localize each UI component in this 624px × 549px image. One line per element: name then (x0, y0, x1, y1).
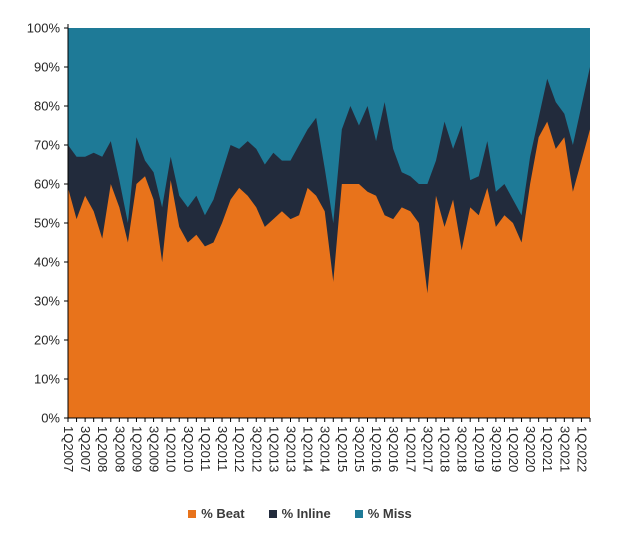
x-tick-label: 3Q2016 (386, 426, 401, 472)
x-tick-label: 1Q2018 (438, 426, 453, 472)
legend-label-inline: % Inline (281, 506, 331, 521)
legend-label-beat: % Beat (201, 506, 245, 521)
legend-item-miss: % Miss (354, 506, 412, 521)
y-tick-label: 30% (34, 294, 60, 309)
x-tick-label: 3Q2009 (147, 426, 162, 472)
x-tick-label: 3Q2018 (455, 426, 470, 472)
x-tick-label: 3Q2007 (78, 426, 93, 472)
x-tick-label: 1Q2022 (574, 426, 589, 472)
x-tick-label: 1Q2013 (266, 426, 281, 472)
y-tick-label: 80% (34, 99, 60, 114)
y-tick-label: 40% (34, 255, 60, 270)
x-tick-label: 1Q2019 (472, 426, 487, 472)
y-tick-label: 90% (34, 60, 60, 75)
y-tick-label: 10% (34, 372, 60, 387)
y-tick-label: 100% (27, 21, 61, 36)
legend-label-miss: % Miss (367, 506, 412, 521)
legend-item-inline: % Inline (268, 506, 331, 521)
x-tick-label: 3Q2010 (181, 426, 196, 472)
x-tick-label: 1Q2021 (540, 426, 555, 472)
miss-swatch-icon (354, 509, 363, 518)
stacked-area-chart: 0%10%20%30%40%50%60%70%80%90%100%1Q2007 3… (27, 21, 591, 472)
x-tick-label: 3Q2014 (318, 426, 333, 472)
x-tick-label: 1Q2015 (335, 426, 350, 472)
y-tick-label: 50% (34, 216, 60, 231)
x-tick-label: 1Q2017 (403, 426, 418, 472)
x-tick-label: 3Q2013 (283, 426, 298, 472)
x-tick-label: 3Q2015 (352, 426, 367, 472)
x-tick-label: 3Q2019 (489, 426, 504, 472)
beat-area (68, 121, 590, 418)
x-tick-label: 1Q2008 (95, 426, 110, 472)
x-tick-label: 3Q2008 (112, 426, 127, 472)
x-tick-label: 3Q2011 (215, 426, 230, 471)
beat-swatch-icon (188, 509, 197, 518)
legend-item-beat: % Beat (188, 506, 245, 521)
x-tick-label: 3Q2020 (523, 426, 538, 472)
x-tick-label: 1Q2007 (61, 426, 76, 472)
x-tick-label: 1Q2016 (369, 426, 384, 472)
x-tick-label: 1Q2012 (232, 426, 247, 472)
inline-swatch-icon (268, 509, 277, 518)
x-tick-label: 1Q2014 (301, 426, 316, 472)
x-tick-label: 3Q2021 (557, 426, 572, 472)
chart-legend: % Beat % Inline % Miss (0, 506, 600, 521)
x-tick-label: 3Q2012 (249, 426, 264, 472)
y-tick-label: 70% (34, 138, 60, 153)
y-tick-label: 0% (41, 411, 60, 426)
x-tick-label: 1Q2020 (506, 426, 521, 472)
x-tick-label: 3Q2017 (420, 426, 435, 472)
y-tick-label: 20% (34, 333, 60, 348)
x-tick-label: 1Q2010 (164, 426, 179, 472)
y-tick-label: 60% (34, 177, 60, 192)
x-tick-label: 1Q2011 (198, 426, 213, 471)
x-tick-label: 1Q2009 (129, 426, 144, 472)
